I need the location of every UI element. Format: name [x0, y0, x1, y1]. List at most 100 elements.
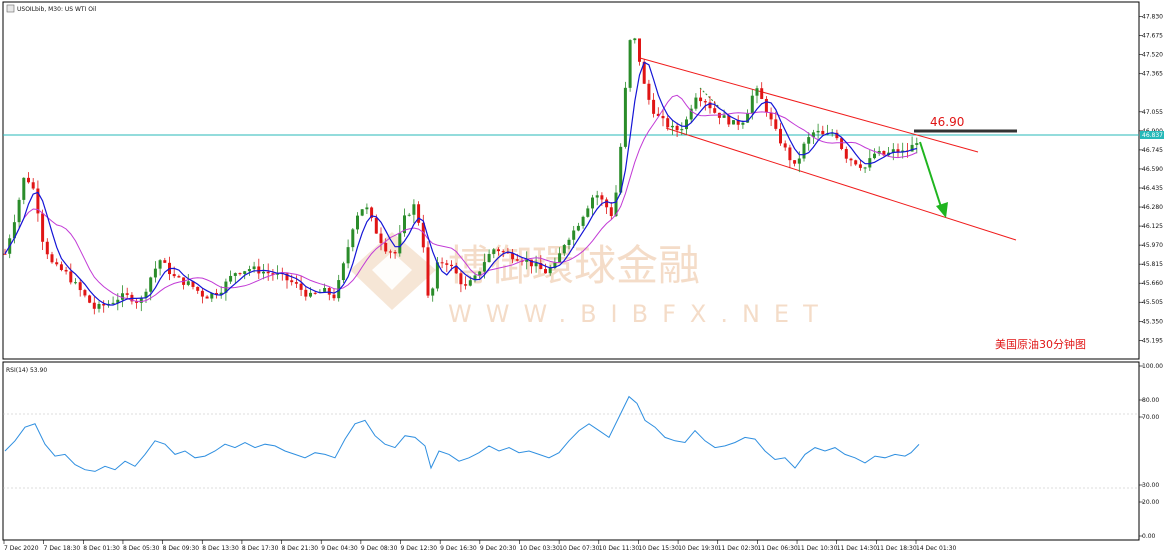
candle-body — [539, 263, 543, 270]
price-tick-label: 47.520 — [1142, 52, 1163, 59]
price-tick-label: 47.055 — [1142, 109, 1163, 116]
candle-body — [196, 286, 200, 291]
candle-body — [797, 158, 801, 164]
candle-body — [431, 288, 435, 296]
candle-body — [816, 130, 820, 133]
price-tick-label: 47.365 — [1142, 71, 1163, 78]
price-tick-label: 46.280 — [1142, 204, 1163, 211]
time-tick-label: 8 Dec 09:30 — [163, 545, 200, 552]
price-tick-label: 45.970 — [1142, 242, 1163, 249]
time-tick-label: 10 Dec 07:30 — [559, 545, 600, 552]
candle-body — [309, 292, 312, 297]
candle-body — [703, 101, 707, 103]
candle-body — [764, 98, 768, 113]
candle-body — [760, 88, 764, 99]
channel-lower-line — [665, 127, 1017, 241]
candle-body — [139, 297, 143, 303]
candle-body — [262, 271, 265, 274]
time-tick-label: 8 Dec 13:30 — [202, 545, 239, 552]
candle-body — [811, 132, 815, 138]
candle-body — [769, 112, 773, 120]
rsi-tick-label: 100.00 — [1142, 363, 1163, 370]
time-tick-label: 9 Dec 08:30 — [361, 545, 398, 552]
candle-body — [685, 119, 688, 130]
candle-body — [558, 253, 562, 263]
candle-body — [713, 108, 717, 113]
level-price-label: 46.90 — [930, 115, 964, 129]
candle-body — [200, 290, 204, 297]
candle-body — [515, 259, 519, 261]
down-arrow — [919, 141, 948, 218]
candle-body — [605, 199, 609, 208]
candle-body — [412, 204, 416, 215]
candle-body — [623, 87, 627, 147]
candle-body — [229, 275, 233, 282]
candle-body — [877, 150, 881, 154]
candle-body — [891, 149, 895, 153]
candle-body — [736, 120, 740, 125]
time-tick-label: 11 Dec 10:30 — [797, 545, 838, 552]
rsi-panel-frame — [2, 361, 1140, 541]
ma-slow-line — [4, 94, 918, 303]
candle-body — [882, 150, 886, 156]
candle-body — [868, 158, 872, 168]
price-tick-label: 46.745 — [1142, 147, 1163, 154]
candle-body — [398, 233, 402, 254]
candle-body — [529, 259, 533, 267]
candle-body — [186, 281, 190, 285]
candle-body — [741, 122, 745, 125]
candle-body — [595, 195, 599, 198]
rsi-axis: 100.00 80.00 70.00 30.00 20.00 0.00 — [1139, 363, 1163, 540]
candle-body — [346, 247, 350, 264]
candle-body — [323, 288, 327, 292]
candle-body — [252, 266, 256, 270]
candle-body — [506, 252, 510, 254]
candle-body — [102, 304, 106, 306]
candle-body — [78, 282, 82, 291]
header: USOILbib, M30: US WTI Oil — [6, 4, 97, 13]
candle-body — [581, 216, 585, 226]
candle-body — [614, 192, 618, 217]
time-tick-label: 11 Dec 14:30 — [837, 545, 878, 552]
candle-body — [910, 144, 914, 152]
candle-body — [224, 281, 228, 293]
candle-body — [36, 188, 40, 214]
candle-body — [591, 197, 594, 209]
time-tick-label: 8 Dec 17:30 — [242, 545, 279, 552]
candle-body — [215, 293, 218, 295]
price-tick-label: 46.125 — [1142, 223, 1163, 230]
symbol-label: USOILbib, M30: US WTI Oil — [17, 6, 97, 13]
price-tick-label: 45.195 — [1142, 337, 1163, 344]
chart-caption: 美国原油30分钟图 — [995, 337, 1086, 351]
rsi-layer — [4, 395, 920, 472]
candle-body — [699, 97, 703, 102]
rsi-label: RSI(14) 53.90 — [6, 367, 47, 374]
time-tick-label: 8 Dec 05:30 — [123, 545, 160, 552]
candle-body — [840, 138, 844, 149]
watermark-url-text: WWW.BIBFX.NET — [448, 300, 832, 328]
candle-body — [356, 215, 359, 230]
rsi-line — [4, 395, 920, 472]
candle-body — [445, 263, 449, 265]
candle-body — [675, 125, 679, 131]
time-tick-label: 10 Dec 19:30 — [678, 545, 719, 552]
candle-body — [31, 182, 35, 189]
candle-body — [694, 97, 698, 109]
candle-body — [351, 229, 355, 248]
candle-body — [619, 146, 623, 193]
candle-body — [774, 119, 778, 129]
candle-body — [360, 209, 364, 216]
candle-body — [642, 61, 646, 84]
candle-body — [83, 290, 87, 296]
time-tick-label: 11 Dec 06:30 — [757, 545, 798, 552]
candle-body — [45, 241, 49, 255]
candle-body — [750, 95, 754, 114]
candle-body — [59, 264, 63, 270]
watermark-cn-text: 博御環球金融 — [448, 241, 700, 290]
candle-body — [64, 269, 68, 272]
candle-body — [421, 222, 425, 248]
candle-body — [633, 38, 637, 41]
candle-body — [74, 282, 77, 284]
candle-body — [149, 277, 153, 292]
candle-body — [600, 195, 604, 200]
